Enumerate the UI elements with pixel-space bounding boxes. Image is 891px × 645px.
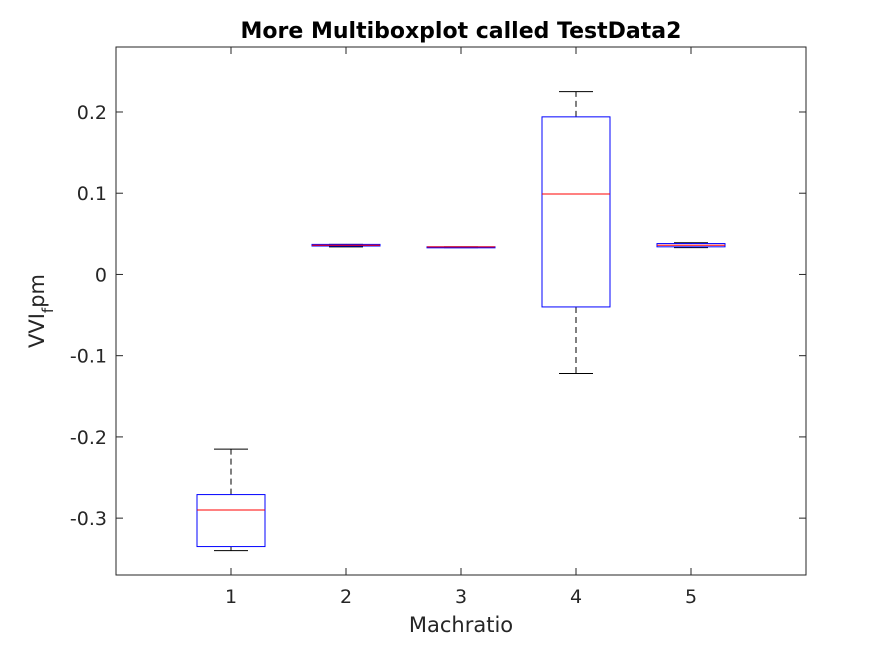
y-tick-label: 0.2: [77, 102, 107, 124]
box-iqr: [196, 494, 266, 548]
plot-area: -0.3 -0.2 -0.1 0 0.1 0.2 1 2 3 4 5: [70, 46, 807, 608]
y-tick-label: 0: [95, 264, 107, 286]
y-tick-label: -0.3: [70, 508, 107, 530]
y-tick-label: -0.2: [70, 427, 107, 449]
x-tick-label: 2: [340, 586, 352, 608]
x-tick-label: 4: [570, 586, 582, 608]
y-axis-label: VVIfpm: [25, 274, 57, 348]
x-tick-label: 5: [685, 586, 697, 608]
y-axis-label-main: VVI: [25, 313, 49, 348]
y-tick-label: 0.1: [77, 183, 107, 205]
chart-title: More Multiboxplot called TestData2: [241, 19, 682, 44]
y-axis-label-suffix: pm: [25, 274, 49, 308]
x-tick-label: 3: [455, 586, 467, 608]
x-axis-label: Machratio: [409, 613, 513, 637]
y-tick-label: -0.1: [70, 346, 107, 368]
axes-frame: [115, 46, 807, 576]
box-iqr: [541, 116, 611, 308]
y-axis-label-subscript: f: [39, 307, 57, 313]
x-tick-label: 1: [225, 586, 237, 608]
